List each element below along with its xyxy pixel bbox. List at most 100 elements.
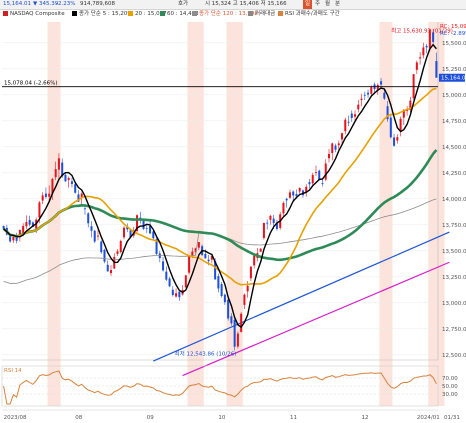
candle-body: [393, 137, 396, 146]
candle-body: [106, 264, 109, 272]
legend-ma5[interactable]: 종가 단순 5 : 15,209: [72, 10, 131, 19]
candle-body: [354, 114, 357, 117]
candle-body: [249, 266, 252, 279]
candle-body: [305, 186, 308, 193]
shaded-zones: [47, 22, 445, 406]
candle-body: [139, 217, 142, 219]
volume-value: 914,789,608: [80, 1, 115, 7]
candle-body: [67, 178, 70, 181]
candle-body: [311, 174, 314, 184]
price-tick-label: 12,500.00: [442, 353, 466, 359]
candle-body: [80, 193, 83, 199]
rsi-panel: 70.00 50.00 30.00 RSI 14: [1, 365, 458, 407]
candle-body: [188, 256, 191, 273]
candle-body: [376, 84, 379, 91]
annotations: 15,078.04 (-2.66%) 최고 15,630.93 (01/29) 최저…: [2, 24, 466, 357]
candle-body: [96, 235, 99, 237]
candle-body: [207, 259, 210, 262]
legend-ma60[interactable]: 60 : 14,433: [160, 10, 199, 19]
candle-body: [152, 231, 155, 239]
candle-body: [64, 174, 67, 182]
date-tick-label: 11: [290, 415, 297, 421]
candle-body: [240, 313, 243, 332]
candle-body: [116, 251, 119, 254]
candle-body: [227, 299, 230, 319]
candle-body: [41, 195, 44, 201]
legend-symbol[interactable]: NASDAQ Composite: [3, 10, 65, 19]
candle-body: [253, 255, 256, 266]
price-tick-label: 15,000.00: [442, 93, 466, 99]
candle-body: [324, 163, 327, 180]
btn-minute[interactable]: 분: [335, 1, 341, 7]
symbol-name: NASDAQ Composite: [10, 11, 65, 17]
price-tick-label: 12,750.00: [442, 327, 466, 333]
trend-line-upper: [153, 231, 450, 362]
price-tick-label: 14,750.00: [442, 119, 466, 125]
candle-body: [272, 218, 275, 224]
candle-body: [142, 220, 145, 229]
rsi-tick-label: 50.00: [442, 384, 458, 390]
candle-body: [197, 242, 200, 248]
toolbar: 15,164.01 ▼ 345.39 -2.23% 914,789,608 호가…: [0, 0, 466, 10]
ma5-label: 종가 단순 5 : 15,209: [79, 11, 131, 17]
btn-weekly[interactable]: 주: [315, 1, 321, 7]
candle-body: [214, 260, 217, 280]
price-tick-label: 14,000.00: [442, 197, 466, 203]
candle-body: [31, 222, 34, 227]
shade-zone: [187, 22, 204, 406]
price-tick-label: 13,750.00: [442, 223, 466, 229]
price-tick-label: 13,500.00: [442, 249, 466, 255]
rsi-legend-label: RSI 과매수/과매도 구간: [285, 11, 340, 17]
price-tick-label: 14,500.00: [442, 145, 466, 151]
volume-label: 거래대금: [255, 11, 276, 17]
candle-body: [44, 193, 47, 197]
candle-body: [22, 225, 25, 235]
candle-body: [399, 118, 402, 132]
candle-body: [25, 221, 28, 227]
legend-ma120[interactable]: 종가 단순 120 : 13,998: [192, 10, 258, 19]
legend-ma20[interactable]: 20 : 15,037: [128, 10, 167, 19]
change-pct: -2.23%: [56, 1, 76, 7]
candle-body: [419, 57, 422, 59]
candle-body: [191, 251, 194, 256]
candle-body: [70, 181, 73, 184]
candle-body: [93, 230, 96, 242]
trend-line-lower: [182, 261, 450, 377]
shade-zone: [47, 22, 61, 406]
candle-body: [168, 278, 171, 287]
candle-body: [38, 202, 41, 218]
candle-body: [57, 158, 60, 170]
shade-zone: [428, 22, 445, 406]
candle-body: [9, 236, 12, 242]
candle-body: [103, 249, 106, 262]
candle-body: [327, 153, 331, 159]
candle-body: [269, 215, 272, 220]
date-tick-label: 2023/08: [4, 415, 27, 421]
candle-body: [61, 162, 64, 177]
rsi-label: RSI 14: [4, 368, 22, 374]
candle-body: [220, 284, 223, 297]
candle-body: [2, 226, 5, 229]
candle-body: [51, 178, 54, 194]
candle-body: [337, 143, 340, 146]
ma120-label: 종가 단순 120 : 13,998: [199, 11, 258, 17]
candle-body: [298, 187, 301, 192]
quote-label[interactable]: 호가: [178, 1, 189, 7]
candle-body: [308, 182, 311, 185]
candle-body: [282, 202, 285, 214]
candle-body: [162, 261, 165, 271]
candle-body: [380, 81, 383, 85]
date-axis: 2023/08 08 09 10 11 12 2024/01 01/31: [2, 409, 460, 421]
legend-rsi[interactable]: RSI 과매수/과매도 구간: [278, 10, 340, 19]
moving-averages: [2, 44, 438, 328]
btn-daily[interactable]: 일: [303, 0, 313, 9]
btn-monthly[interactable]: 월: [325, 1, 331, 7]
candle-body: [28, 219, 31, 225]
legend-volume[interactable]: 거래대금: [248, 10, 275, 19]
price-value: 15,164.01: [3, 1, 31, 7]
candle-body: [129, 230, 132, 238]
candle-body: [194, 248, 197, 252]
candle-body: [360, 98, 363, 100]
candle-body: [363, 94, 366, 96]
